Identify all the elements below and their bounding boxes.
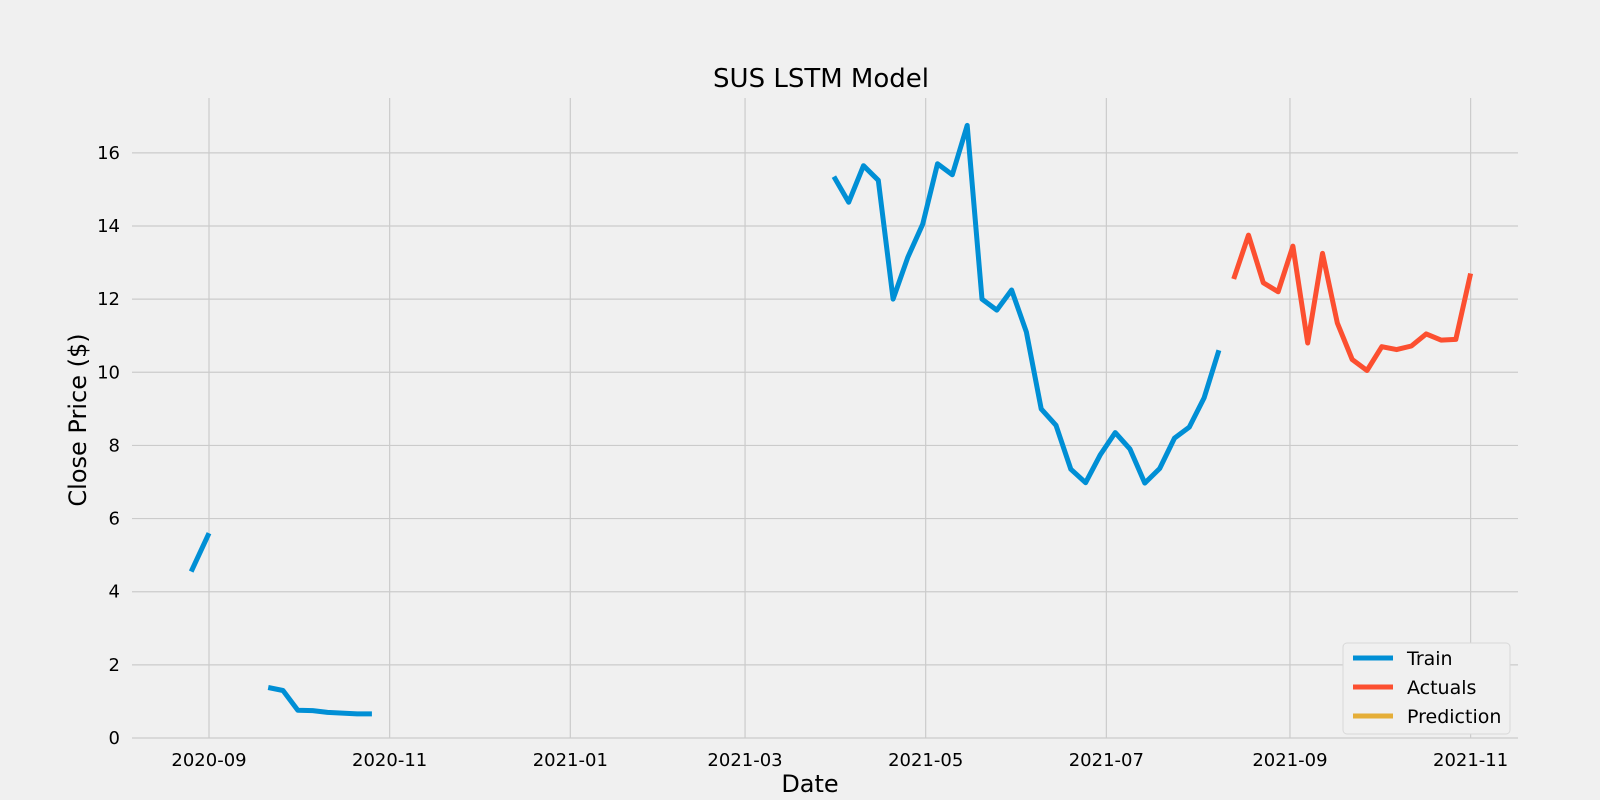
y-tick-label: 4 [109,582,120,603]
gridlines [132,98,1518,738]
legend-label-actuals: Actuals [1407,677,1476,699]
x-tick-label: 2021-05 [888,750,963,771]
train-series-line [834,125,1219,483]
x-tick-label: 2020-09 [171,750,246,771]
x-tick-label: 2021-07 [1069,750,1144,771]
legend: Train Actuals Prediction [1343,643,1510,734]
y-tick-label: 0 [109,728,120,749]
chart-title: SUS LSTM Model [713,64,929,94]
y-tick-label: 16 [97,143,120,164]
y-tick-label: 2 [109,655,120,676]
train-series-line [268,688,372,714]
legend-label-train: Train [1406,648,1453,670]
x-tick-label: 2020-11 [352,750,427,771]
x-tick-label: 2021-03 [707,750,782,771]
y-tick-label: 6 [109,509,120,530]
x-axis-ticks: 2020-09 2020-11 2021-01 2021-03 2021-05 2021-… [171,750,1508,771]
y-axis-label: Close Price ($) [64,333,92,506]
plot-area [191,125,1470,714]
y-tick-label: 8 [109,435,120,456]
x-tick-label: 2021-09 [1252,750,1327,771]
y-axis-ticks: 0 2 4 6 8 10 12 14 16 [97,143,120,749]
y-tick-label: 10 [97,362,120,383]
x-axis-label: Date [781,770,838,798]
y-tick-label: 14 [97,216,120,237]
actuals-series-line [1234,235,1471,370]
x-tick-label: 2021-11 [1433,750,1508,771]
y-tick-label: 12 [97,289,120,310]
train-series-line [191,533,209,571]
x-tick-label: 2021-01 [533,750,608,771]
legend-label-prediction: Prediction [1407,706,1501,728]
